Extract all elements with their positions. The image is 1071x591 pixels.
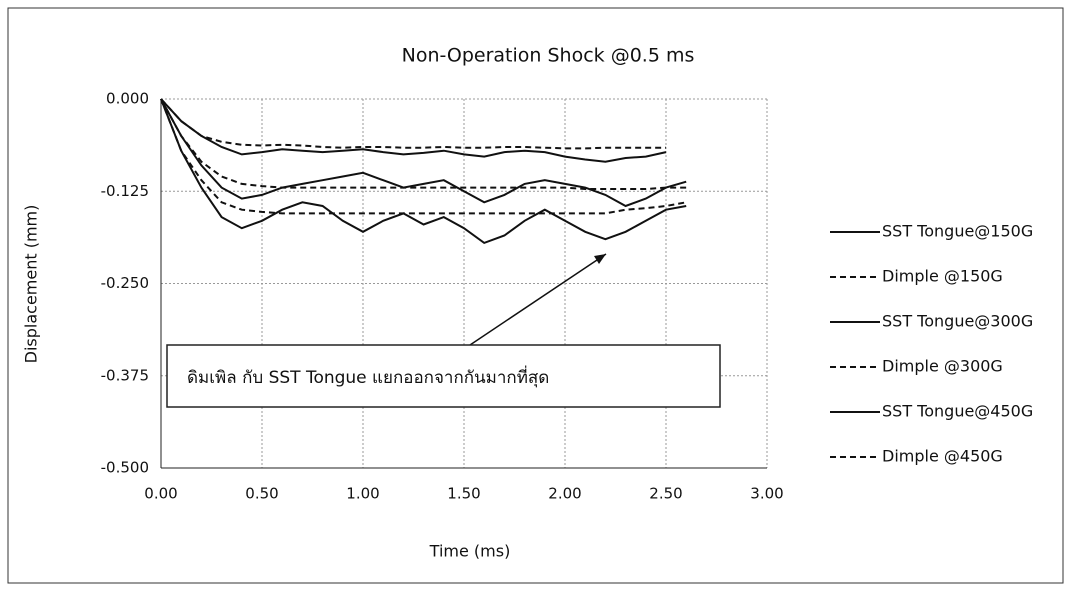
series-line bbox=[160, 98, 687, 190]
y-tick-label: -0.375 bbox=[101, 366, 149, 384]
chart-title: Non-Operation Shock @0.5 ms bbox=[402, 45, 695, 67]
annotation-box bbox=[166, 344, 721, 408]
annotation-text: ดิมเพิล กับ SST Tongue แยกออกจากกันมากที… bbox=[187, 365, 549, 388]
x-axis-label: Time (ms) bbox=[429, 542, 511, 561]
y-tick-label: -0.250 bbox=[101, 274, 149, 292]
chart-frame bbox=[7, 7, 1064, 584]
x-tick-label: 2.00 bbox=[548, 485, 581, 503]
x-tick-label: 2.50 bbox=[649, 485, 682, 503]
legend-label: Dimple @450G bbox=[882, 447, 1003, 466]
legend-label: Dimple @150G bbox=[882, 267, 1003, 286]
x-tick-label: 1.00 bbox=[346, 485, 379, 503]
annotation-arrow bbox=[469, 253, 607, 346]
annotation-arrowhead bbox=[594, 254, 606, 264]
x-tick-label: 0.00 bbox=[144, 485, 177, 503]
series-line bbox=[160, 98, 667, 163]
y-tick-label: 0.000 bbox=[106, 90, 149, 108]
y-tick-label: -0.500 bbox=[101, 459, 149, 477]
legend-label: SST Tongue@150G bbox=[882, 222, 1033, 241]
legend-label: SST Tongue@450G bbox=[882, 402, 1033, 421]
legend-label: SST Tongue@300G bbox=[882, 312, 1033, 331]
y-axis-label: Displacement (mm) bbox=[22, 205, 41, 364]
legend-label: Dimple @300G bbox=[882, 357, 1003, 376]
series-line bbox=[160, 98, 687, 245]
x-tick-label: 0.50 bbox=[245, 485, 278, 503]
y-tick-label: -0.125 bbox=[101, 182, 149, 200]
x-tick-label: 1.50 bbox=[447, 485, 480, 503]
series-line bbox=[160, 98, 666, 150]
x-tick-label: 3.00 bbox=[750, 485, 783, 503]
series-line bbox=[160, 98, 687, 208]
series-line bbox=[160, 98, 687, 215]
